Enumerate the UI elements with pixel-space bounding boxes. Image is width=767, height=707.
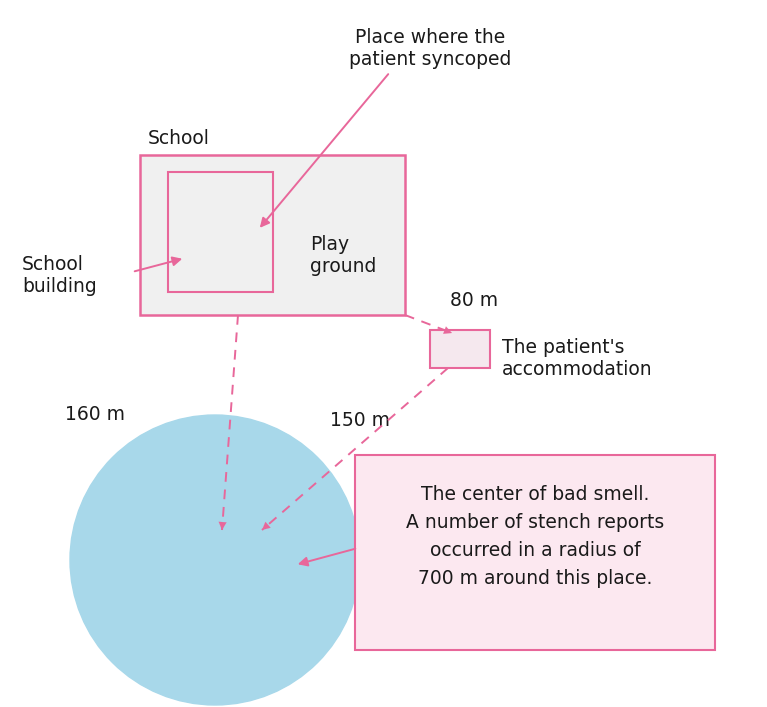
Text: Play: Play	[310, 235, 349, 254]
Text: occurred in a radius of: occurred in a radius of	[430, 541, 640, 560]
Text: 700 m around this place.: 700 m around this place.	[418, 569, 652, 588]
Text: 150 m: 150 m	[330, 411, 390, 429]
Text: patient syncoped: patient syncoped	[349, 50, 511, 69]
Text: School: School	[22, 255, 84, 274]
Circle shape	[70, 415, 360, 705]
Bar	[140, 155, 405, 315]
Text: Place where the: Place where the	[355, 28, 505, 47]
Text: School: School	[148, 129, 210, 148]
Text: building: building	[22, 277, 97, 296]
Text: The center of bad smell.: The center of bad smell.	[421, 485, 649, 504]
Bar	[355, 455, 715, 650]
Text: ground: ground	[310, 257, 377, 276]
Text: The patient's: The patient's	[502, 338, 624, 357]
Text: 80 m: 80 m	[450, 291, 498, 310]
Bar	[168, 172, 273, 292]
Bar	[430, 330, 490, 368]
Text: accommodation: accommodation	[502, 360, 653, 379]
Text: 160 m: 160 m	[65, 406, 125, 424]
Text: A number of stench reports: A number of stench reports	[406, 513, 664, 532]
